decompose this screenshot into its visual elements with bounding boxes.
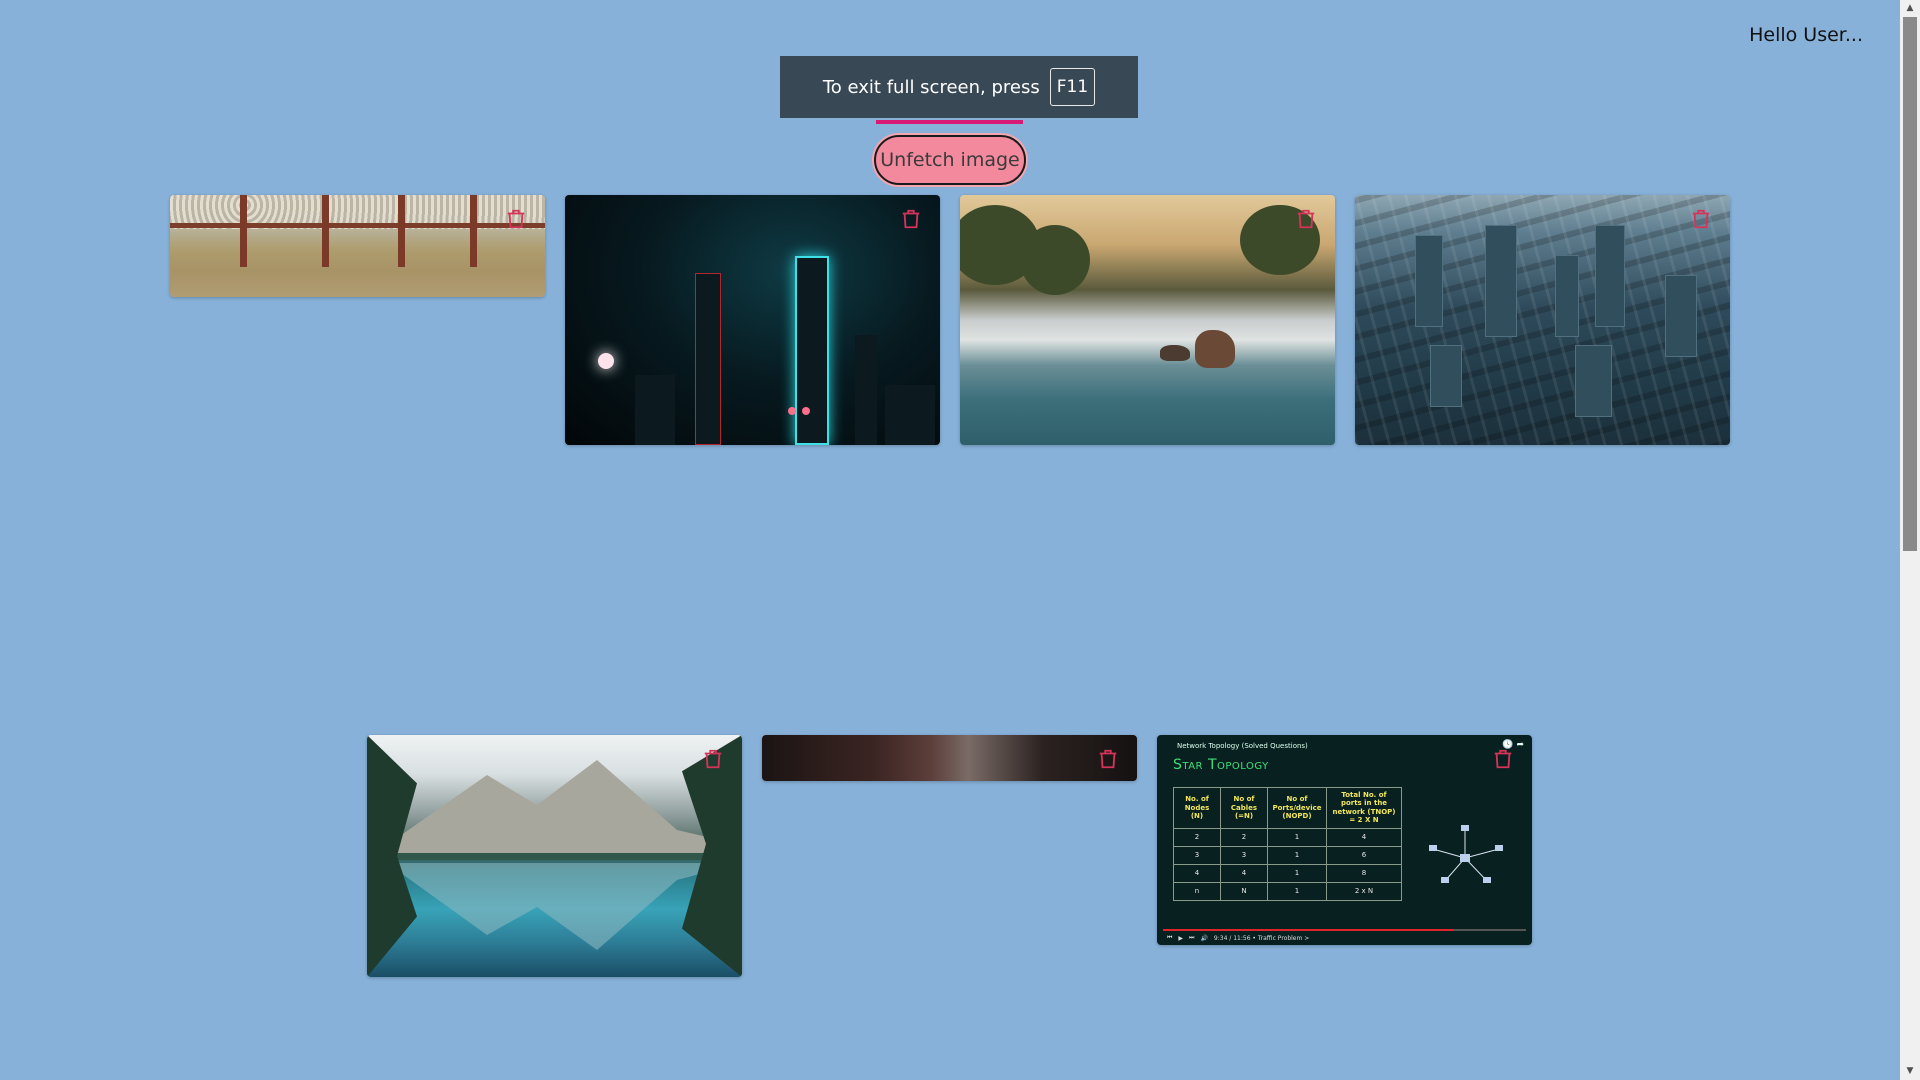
- aerial-city-image: [1355, 195, 1730, 445]
- video-title: Network Topology (Solved Questions): [1177, 742, 1308, 750]
- skip-forward-icon[interactable]: ⏭: [1189, 934, 1195, 941]
- video-time: 9:34 / 11:56 • Traffic Problem >: [1213, 934, 1310, 942]
- video-heading: Star Topology: [1173, 757, 1269, 773]
- video-controls: ⏮ ▶ ⏭ 🔊 9:34 / 11:56 • Traffic Problem >: [1167, 934, 1524, 942]
- night-city-image: [565, 195, 940, 445]
- toast-message: To exit full screen, press: [822, 76, 1040, 98]
- fence-image: [170, 195, 545, 297]
- table-cell: n: [1173, 881, 1221, 901]
- table-cell: 4: [1326, 827, 1402, 847]
- trash-icon[interactable]: [702, 747, 724, 771]
- video-progress-bar[interactable]: [1163, 929, 1526, 931]
- trash-icon[interactable]: [505, 207, 527, 231]
- trash-icon[interactable]: [1295, 207, 1317, 231]
- image-card-mountain-lake[interactable]: [367, 735, 742, 977]
- title-underline: [876, 120, 1023, 124]
- table-row: 3 3 1 6: [1173, 845, 1402, 865]
- image-card-dark-strip[interactable]: [762, 735, 1137, 781]
- video-top-icons: 🕓 ➦: [1502, 740, 1524, 750]
- table-header: No of Cables (=N): [1220, 787, 1268, 829]
- table-header: Total No. of ports in the network (TNOP)…: [1326, 787, 1402, 829]
- table-row: n N 1 2 x N: [1173, 881, 1402, 901]
- skip-back-icon[interactable]: ⏮: [1167, 934, 1173, 941]
- image-card-aerial-city[interactable]: [1355, 195, 1730, 445]
- greeting-text: Hello User...: [1749, 24, 1863, 46]
- trash-icon[interactable]: [1097, 747, 1119, 771]
- table-header: No of Ports/device (NOPD): [1267, 787, 1327, 829]
- table-header: No. of Nodes (N): [1173, 787, 1221, 829]
- scrollbar[interactable]: ▲ ▼: [1900, 0, 1920, 1080]
- table-cell: 4: [1173, 863, 1221, 883]
- scroll-down-arrow-icon[interactable]: ▼: [1906, 1066, 1914, 1076]
- table-cell: 1: [1267, 827, 1327, 847]
- unfetch-image-button[interactable]: Unfetch image: [874, 135, 1026, 185]
- play-icon[interactable]: ▶: [1178, 934, 1184, 942]
- trash-icon[interactable]: [1492, 747, 1514, 771]
- trash-icon[interactable]: [1690, 207, 1712, 231]
- table-row: 2 2 1 4: [1173, 827, 1402, 847]
- table-row: 4 4 1 8: [1173, 863, 1402, 883]
- table-cell: 3: [1173, 845, 1221, 865]
- image-card-video[interactable]: Network Topology (Solved Questions) 🕓 ➦ …: [1157, 735, 1532, 945]
- trash-icon[interactable]: [900, 207, 922, 231]
- table-cell: 2 x N: [1326, 881, 1402, 901]
- table-cell: 2: [1220, 827, 1268, 847]
- mountain-lake-image: [367, 735, 742, 977]
- table-cell: 2: [1173, 827, 1221, 847]
- table-cell: N: [1220, 881, 1268, 901]
- f11-key: F11: [1049, 68, 1096, 106]
- waterfall-image: [960, 195, 1335, 445]
- topology-table: No. of Nodes (N) No of Cables (=N) No of…: [1173, 787, 1402, 901]
- image-card-waterfall[interactable]: [960, 195, 1335, 445]
- table-cell: 4: [1220, 863, 1268, 883]
- dark-strip-image: [762, 735, 1137, 781]
- image-card-fence[interactable]: [170, 195, 545, 297]
- fullscreen-toast: To exit full screen, press F11: [780, 56, 1138, 118]
- scroll-up-arrow-icon[interactable]: ▲: [1906, 3, 1914, 13]
- table-cell: 1: [1267, 845, 1327, 865]
- table-cell: 8: [1326, 863, 1402, 883]
- star-topology-diagram: [1429, 825, 1503, 883]
- table-cell: 3: [1220, 845, 1268, 865]
- table-cell: 6: [1326, 845, 1402, 865]
- table-cell: 1: [1267, 881, 1327, 901]
- table-cell: 1: [1267, 863, 1327, 883]
- scroll-thumb[interactable]: [1903, 17, 1917, 551]
- volume-icon[interactable]: 🔊: [1200, 934, 1208, 942]
- image-card-night-city[interactable]: [565, 195, 940, 445]
